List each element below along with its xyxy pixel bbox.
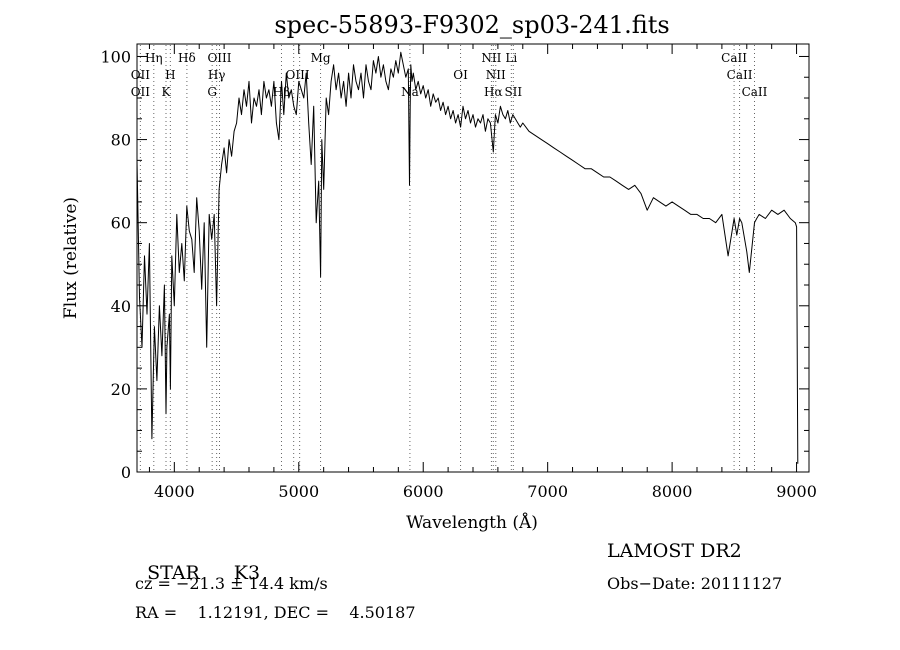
y-tick-label-0: 0 <box>121 463 131 482</box>
spectrum-line <box>136 51 799 464</box>
y-axis-ticks: 0 20 40 60 80 100 <box>100 47 809 482</box>
x-tick-label-4000: 4000 <box>154 482 195 501</box>
survey-name: LAMOST DR2 <box>607 540 742 562</box>
y-tick-label-60: 60 <box>111 214 131 233</box>
line-label-19: CaII <box>727 68 753 82</box>
line-label-8: G <box>207 85 217 99</box>
line-label-17: Li <box>505 51 517 65</box>
spectrum-series <box>136 51 799 464</box>
y-tick-label-80: 80 <box>111 131 131 150</box>
line-label-21: CaII <box>721 51 747 65</box>
line-label-7: Hγ <box>208 68 226 82</box>
x-tick-label-7000: 7000 <box>527 482 568 501</box>
x-axis-label: Wavelength (Å) <box>406 512 538 533</box>
line-label-5: Hδ <box>178 51 196 65</box>
y-axis-label: Flux (relative) <box>61 197 81 319</box>
line-label-14: NII <box>481 51 501 65</box>
line-label-2: Hη <box>145 51 163 65</box>
x-tick-label-8000: 8000 <box>652 482 693 501</box>
line-marks <box>139 45 755 471</box>
line-label-3: H <box>165 68 175 82</box>
line-label-10: OIII <box>286 68 310 82</box>
object-class-label: STAR <box>147 562 200 584</box>
y-tick-label-40: 40 <box>111 297 131 316</box>
x-tick-label-9000: 9000 <box>776 482 817 501</box>
line-label-0: OII <box>131 85 151 99</box>
chart-title: spec-55893-F9302_sp03-241.fits <box>274 11 669 39</box>
line-label-1: OII <box>131 68 151 82</box>
line-label-4: K <box>162 85 172 99</box>
coordinates: RA = 1.12191, DEC = 4.50187 <box>135 603 416 622</box>
line-label-6: OIII <box>207 51 231 65</box>
line-label-12: Na <box>401 85 419 99</box>
line-label-11: Mg <box>311 51 331 65</box>
line-label-20: CaII <box>742 85 768 99</box>
line-label-18: SII <box>504 85 522 99</box>
y-tick-label-20: 20 <box>111 380 131 399</box>
x-tick-label-6000: 6000 <box>403 482 444 501</box>
observation-date: Obs−Date: 20111127 <box>607 574 783 593</box>
line-label-15: NII <box>486 68 506 82</box>
line-label-16: Hα <box>484 85 503 99</box>
y-tick-label-100: 100 <box>100 47 131 66</box>
spectral-subclass: K3 <box>233 562 261 584</box>
x-axis-ticks: 4000 5000 6000 7000 8000 9000 <box>148 44 817 501</box>
line-label-13: OI <box>453 68 468 82</box>
x-tick-label-5000: 5000 <box>278 482 319 501</box>
redshift-value: cz = −21.3 ± 14.4 km/s <box>135 574 328 593</box>
object-class: STAR K3 <box>135 540 260 584</box>
